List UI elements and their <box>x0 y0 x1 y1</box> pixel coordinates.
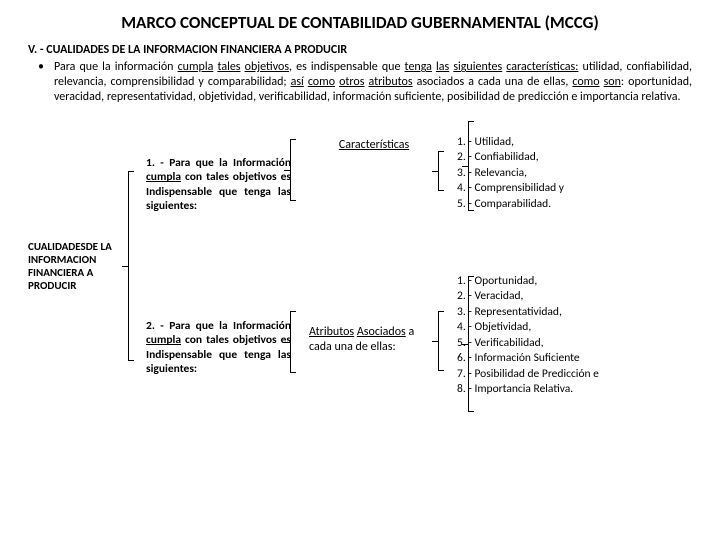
bracket-mid <box>284 170 290 171</box>
bracket <box>290 311 296 373</box>
bracket-mid <box>122 266 128 267</box>
list-item: 6. - Información Suficiente <box>457 351 667 367</box>
intro-row: • Para que la información cumpla tales o… <box>28 60 692 105</box>
diagram: CUALIDADESDE LA INFORMACION FINANCIERA A… <box>28 111 692 421</box>
box-2: 2. - Para que la Información cumpla con … <box>146 319 291 377</box>
bracket-mid <box>462 166 468 167</box>
box-1: 1. - Para que la Información cumpla con … <box>146 156 291 214</box>
column-4: 1. - Utilidad,2. - Confiabilidad,3. - Re… <box>457 111 667 421</box>
list-item: 5. - Verificabilidad, <box>457 336 667 352</box>
list-item: 3. - Relevancia, <box>457 166 667 182</box>
bracket <box>438 311 444 371</box>
bracket <box>438 151 444 191</box>
bracket <box>468 276 474 412</box>
caracteristicas-list: 1. - Utilidad,2. - Confiabilidad,3. - Re… <box>457 135 667 213</box>
section-heading: V. - CUALIDADES DE LA INFORMACION FINANC… <box>28 43 692 58</box>
left-label: CUALIDADESDE LA INFORMACION FINANCIERA A… <box>28 111 128 421</box>
list-item: 1. - Utilidad, <box>457 135 667 151</box>
bracket <box>128 171 134 361</box>
list-item: 5. - Comparabilidad. <box>457 197 667 213</box>
column-2: 1. - Para que la Información cumpla con … <box>146 111 291 421</box>
bracket-mid <box>432 171 438 172</box>
list-item: 4. - Comprensibilidad y <box>457 181 667 197</box>
list-item: 7. - Posibilidad de Predicción e <box>457 367 667 383</box>
list-item: 3. - Representatividad, <box>457 305 667 321</box>
atributos-label: Atributos Asociados a cada una de ellas: <box>309 325 439 355</box>
bracket <box>468 121 474 211</box>
caracteristicas-label: Características <box>339 138 409 153</box>
page-title: MARCO CONCEPTUAL DE CONTABILIDAD GUBERNA… <box>28 12 692 33</box>
column-3: Características Atributos Asociados a ca… <box>309 111 439 421</box>
list-item: 1. - Oportunidad, <box>457 274 667 290</box>
bracket-mid <box>284 342 290 343</box>
bracket-mid <box>462 344 468 345</box>
bullet: • <box>28 60 54 105</box>
intro-paragraph: Para que la información cumpla tales obj… <box>54 60 692 105</box>
list-item: 4. - Objetividad, <box>457 320 667 336</box>
list-item: 8. - Importancia Relativa. <box>457 382 667 398</box>
list-item: 2. - Confiabilidad, <box>457 150 667 166</box>
bracket-mid <box>432 341 438 342</box>
atributos-list: 1. - Oportunidad,2. - Veracidad,3. - Rep… <box>457 274 667 398</box>
list-item: 2. - Veracidad, <box>457 289 667 305</box>
bracket <box>290 139 296 201</box>
